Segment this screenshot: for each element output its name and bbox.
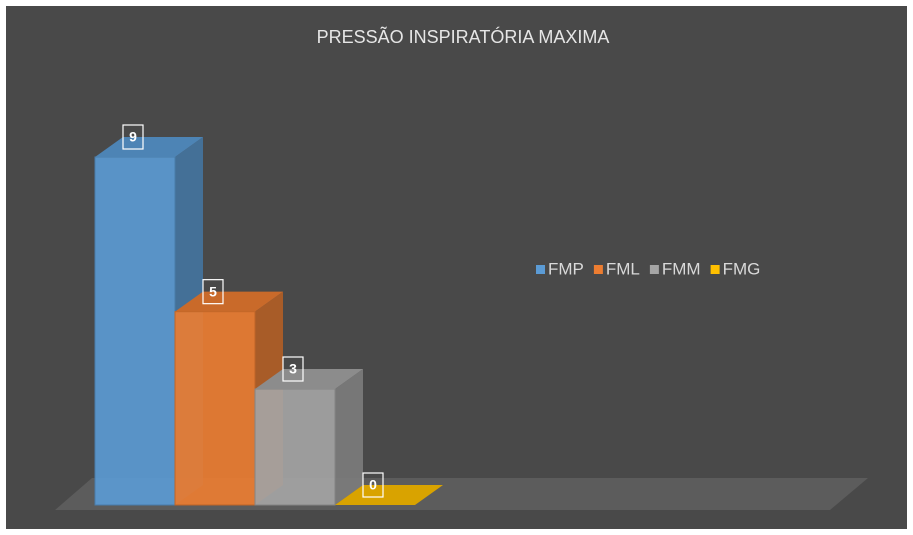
legend-swatch <box>710 265 720 274</box>
data-label: 5 <box>209 283 217 299</box>
legend-label: FMP <box>548 259 584 278</box>
legend: FMP FML FMM FMG <box>536 259 760 278</box>
data-label: 3 <box>289 361 297 377</box>
legend-label: FMG <box>723 259 761 278</box>
data-label-box <box>282 356 304 382</box>
data-label: 9 <box>129 129 137 145</box>
data-label-box <box>362 472 384 498</box>
data-label: 0 <box>369 477 377 493</box>
bar <box>94 156 176 506</box>
bar <box>254 388 336 506</box>
legend-label: FMM <box>662 259 701 278</box>
bar-top <box>255 369 363 389</box>
bar-top <box>335 485 443 505</box>
legend-label: FML <box>606 259 640 278</box>
plot: 9 5 3 0 <box>94 124 443 506</box>
chart-title: PRESSÃO INSPIRATÓRIA MAXIMA <box>317 26 610 47</box>
data-label-box <box>202 279 224 305</box>
bar-top <box>175 291 283 312</box>
legend-swatch <box>649 265 659 274</box>
bar-top <box>95 137 203 157</box>
bar-side <box>335 369 363 505</box>
legend-swatch <box>593 265 603 274</box>
data-label-box <box>122 124 144 150</box>
legend-swatch <box>536 265 545 274</box>
bar <box>174 311 256 506</box>
